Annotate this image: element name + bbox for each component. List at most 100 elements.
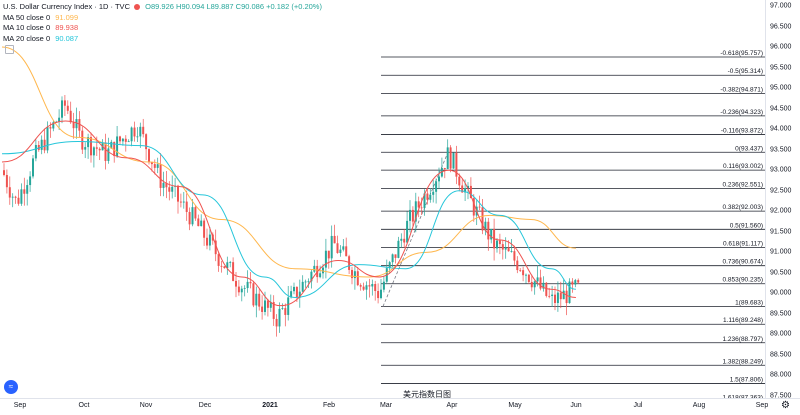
candle-body[interactable] — [568, 281, 571, 304]
candle-body[interactable] — [150, 162, 153, 165]
candle-body[interactable] — [498, 240, 501, 245]
candle-body[interactable] — [574, 280, 577, 285]
candle-body[interactable] — [203, 220, 206, 238]
candle-body[interactable] — [353, 271, 356, 279]
candle-body[interactable] — [539, 277, 542, 289]
time-axis[interactable]: Sep Oct Nov Dec 2021 Feb Mar Apr May Jun Jul Aug Sep — [0, 398, 800, 415]
ma20-line[interactable] — [1, 140, 576, 298]
candle-body[interactable] — [240, 288, 243, 293]
tradingview-logo-icon[interactable]: ≈ — [4, 380, 18, 394]
candle-body[interactable] — [78, 119, 81, 131]
candle-body[interactable] — [548, 295, 551, 297]
candle-body[interactable] — [136, 136, 139, 138]
candle-body[interactable] — [397, 240, 400, 258]
candle-body[interactable] — [252, 283, 255, 306]
candle-body[interactable] — [220, 265, 223, 267]
candle-body[interactable] — [301, 281, 304, 292]
candle-body[interactable] — [423, 193, 426, 208]
candle-body[interactable] — [275, 318, 278, 327]
candle-body[interactable] — [496, 240, 498, 249]
candle-body[interactable] — [577, 280, 580, 283]
candle-body[interactable] — [37, 145, 40, 150]
candle-body[interactable] — [107, 148, 110, 161]
chart-plot-area[interactable]: -0.618(95.757) -0.5(95.314) -0.382(94.871)… — [0, 0, 765, 403]
candle-body[interactable] — [452, 152, 455, 169]
candle-body[interactable] — [351, 269, 353, 279]
candle-body[interactable] — [171, 186, 174, 192]
candle-body[interactable] — [507, 247, 510, 252]
candle-body[interactable] — [226, 262, 229, 269]
candle-body[interactable] — [121, 138, 124, 142]
candle-body[interactable] — [8, 187, 11, 198]
candle-body[interactable] — [542, 282, 545, 289]
candle-body[interactable] — [5, 175, 8, 188]
candle-body[interactable] — [304, 281, 307, 283]
candle-body[interactable] — [75, 119, 78, 129]
candle-body[interactable] — [501, 244, 504, 250]
candle-body[interactable] — [403, 238, 406, 243]
candle-body[interactable] — [377, 291, 380, 299]
candle-body[interactable] — [229, 262, 232, 263]
candle-body[interactable] — [565, 290, 568, 304]
candle-body[interactable] — [61, 100, 63, 118]
candle-body[interactable] — [443, 168, 446, 169]
candle-body[interactable] — [90, 137, 92, 156]
candle-body[interactable] — [295, 286, 298, 298]
candle-body[interactable] — [348, 256, 351, 270]
candle-body[interactable] — [484, 221, 487, 231]
candle-body[interactable] — [319, 273, 322, 278]
candle-body[interactable] — [336, 243, 339, 254]
candle-body[interactable] — [519, 270, 522, 271]
candle-body[interactable] — [43, 139, 46, 151]
symbol-title[interactable]: U.S. Dollar Currency Index · 1D · TVC — [3, 2, 130, 11]
candle-body[interactable] — [510, 251, 513, 252]
price-axis[interactable]: 87.500 88.000 88.500 89.000 89.500 90.000 90.5… — [765, 0, 800, 400]
candle-body[interactable] — [324, 250, 327, 268]
candle-body[interactable] — [177, 185, 179, 202]
candle-body[interactable] — [98, 148, 101, 151]
candle-body[interactable] — [46, 127, 49, 151]
candle-body[interactable] — [554, 294, 556, 304]
candle-body[interactable] — [258, 293, 261, 307]
candle-body[interactable] — [162, 182, 165, 188]
candle-body[interactable] — [214, 240, 217, 255]
candle-body[interactable] — [545, 282, 548, 296]
candle-body[interactable] — [478, 206, 481, 208]
candle-body[interactable] — [435, 181, 438, 192]
candle-body[interactable] — [182, 201, 185, 203]
candle-body[interactable] — [284, 308, 287, 315]
candle-body[interactable] — [409, 209, 411, 221]
candle-body[interactable] — [148, 149, 150, 163]
candle-body[interactable] — [124, 138, 127, 142]
candle-body[interactable] — [249, 281, 252, 284]
candle-body[interactable] — [429, 194, 432, 200]
candle-body[interactable] — [411, 209, 414, 222]
candle-body[interactable] — [571, 281, 574, 285]
candle-body[interactable] — [223, 266, 226, 269]
candle-body[interactable] — [168, 187, 171, 192]
candle-body[interactable] — [420, 207, 423, 209]
gear-icon[interactable]: ⚙ — [781, 400, 790, 411]
candle-body[interactable] — [84, 147, 87, 150]
candle-body[interactable] — [406, 220, 409, 243]
candle-body[interactable] — [237, 286, 240, 293]
candle-body[interactable] — [52, 122, 55, 129]
candle-body[interactable] — [559, 292, 562, 300]
candle-body[interactable] — [374, 284, 377, 292]
collapse-icon[interactable] — [5, 44, 14, 54]
candle-body[interactable] — [34, 145, 37, 159]
candle-body[interactable] — [536, 277, 539, 282]
candle-body[interactable] — [179, 201, 182, 203]
candle-body[interactable] — [400, 238, 403, 241]
candle-body[interactable] — [438, 176, 440, 182]
candle-body[interactable] — [287, 297, 290, 315]
candle-body[interactable] — [206, 237, 208, 246]
candle-body[interactable] — [92, 147, 95, 156]
candle-body[interactable] — [11, 196, 14, 198]
price-chart[interactable]: -0.618(95.757) -0.5(95.314) -0.382(94.871)… — [0, 0, 765, 403]
candle-body[interactable] — [281, 308, 284, 309]
candle-body[interactable] — [32, 158, 34, 177]
candle-body[interactable] — [255, 293, 258, 306]
candle-body[interactable] — [40, 139, 43, 150]
candle-body[interactable] — [391, 254, 394, 263]
